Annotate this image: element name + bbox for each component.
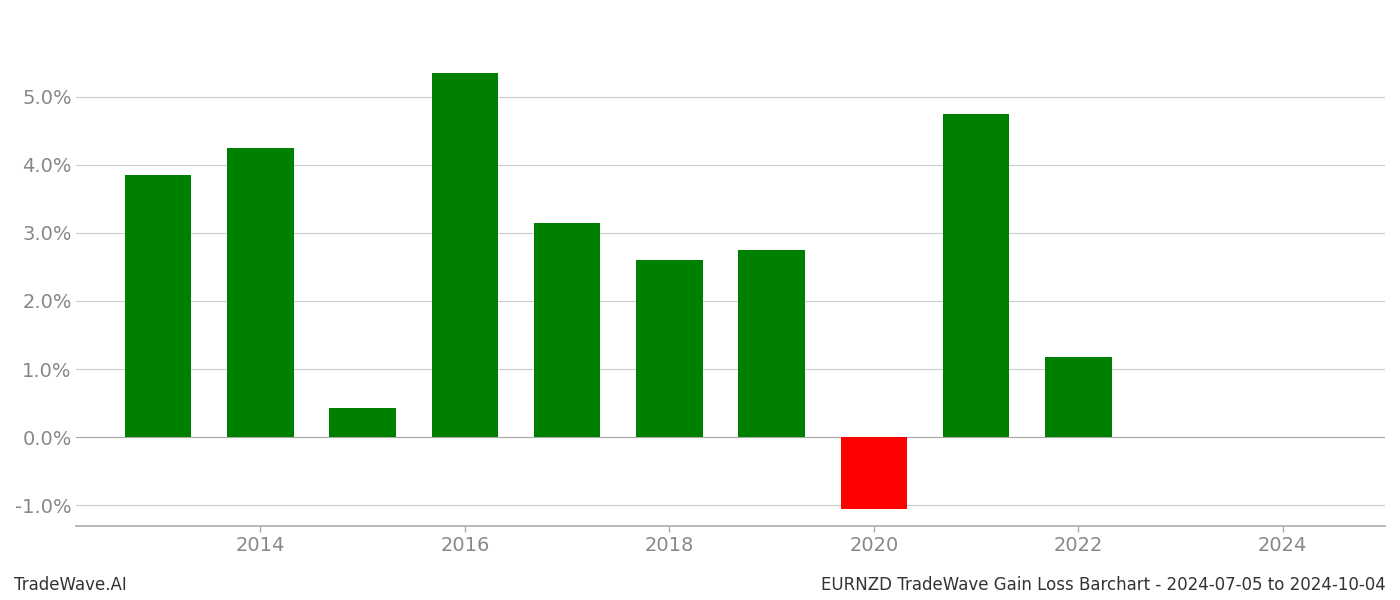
Bar: [431, 73, 498, 437]
Bar: [942, 114, 1009, 437]
Bar: [227, 148, 294, 437]
Bar: [533, 223, 601, 437]
Bar: [329, 409, 396, 437]
Text: EURNZD TradeWave Gain Loss Barchart - 2024-07-05 to 2024-10-04: EURNZD TradeWave Gain Loss Barchart - 20…: [822, 576, 1386, 594]
Bar: [1044, 357, 1112, 437]
Bar: [840, 437, 907, 509]
Text: TradeWave.AI: TradeWave.AI: [14, 576, 127, 594]
Bar: [125, 175, 192, 437]
Bar: [738, 250, 805, 437]
Bar: [636, 260, 703, 437]
